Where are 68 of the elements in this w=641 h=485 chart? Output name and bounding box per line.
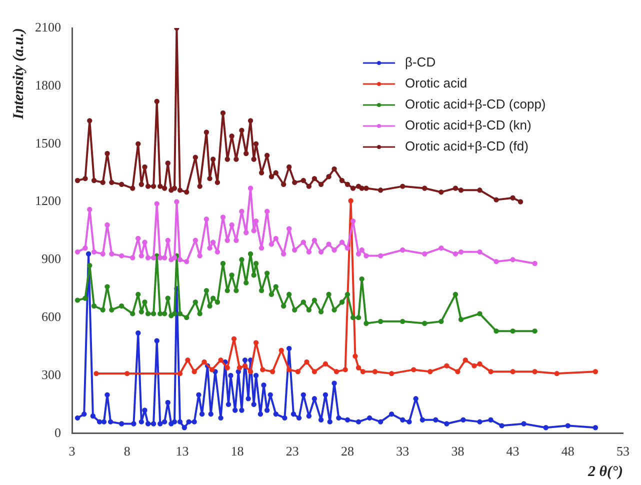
point [372, 369, 378, 374]
point [510, 369, 516, 374]
point [295, 369, 301, 374]
point [388, 370, 394, 376]
y-tick-label: 1800 [35, 77, 61, 92]
point [185, 357, 190, 363]
x-tick-label: 3 [68, 444, 76, 459]
point [554, 370, 560, 376]
y-tick-label: 1500 [35, 135, 61, 150]
point [278, 348, 284, 353]
point [224, 365, 230, 370]
x-tick-label: 28 [341, 444, 354, 459]
point [428, 369, 433, 374]
x-tick-label: 23 [286, 444, 299, 459]
x-tick-label: 53 [616, 444, 630, 459]
point [304, 359, 310, 365]
y-tick-label: 1200 [35, 193, 61, 208]
y-tick-label: 900 [42, 251, 61, 266]
point [209, 367, 215, 372]
point [488, 369, 494, 374]
point [248, 369, 254, 374]
point [270, 369, 276, 374]
point [192, 369, 197, 374]
point [260, 367, 266, 372]
point [202, 359, 207, 365]
point [592, 369, 598, 374]
point [462, 357, 468, 363]
point [94, 370, 99, 376]
point [177, 370, 183, 376]
point [360, 369, 366, 374]
point [253, 340, 259, 346]
point [348, 198, 354, 204]
y-tick-label: 0 [54, 424, 61, 440]
point [236, 365, 242, 370]
point [356, 365, 362, 370]
point [455, 369, 460, 374]
x-tick-label: 38 [451, 444, 464, 459]
point [286, 367, 292, 372]
point [334, 369, 340, 374]
legend-label: β-CD [405, 54, 436, 70]
legend-label: Orotic acid [405, 76, 468, 91]
x-tick-label: 48 [561, 444, 574, 459]
legend-label: Orotic acid+β-CD (copp) [405, 96, 546, 112]
y-tick-label: 600 [42, 308, 61, 324]
point [218, 357, 224, 363]
legend-label: Orotic acid+β-CD (fd) [405, 138, 528, 154]
point [444, 363, 450, 368]
point [312, 369, 318, 374]
point [352, 354, 358, 359]
x-axis-title: 2 θ(°) [586, 464, 623, 480]
point [322, 361, 328, 367]
y-axis-title: Intensity (a.u.) [10, 28, 27, 120]
point [231, 336, 237, 342]
point [242, 363, 248, 368]
x-tick-label: 18 [230, 444, 244, 459]
point [342, 367, 348, 372]
x-tick-label: 43 [506, 444, 520, 459]
point [472, 363, 477, 368]
point [477, 361, 482, 367]
y-tick-label: 300 [42, 366, 61, 382]
y-tick-label: 2100 [35, 19, 61, 34]
x-tick-label: 33 [396, 444, 410, 459]
point [532, 369, 538, 374]
point [124, 370, 130, 376]
x-tick-label: 8 [124, 444, 130, 459]
x-tick-label: 13 [176, 444, 189, 459]
legend-label: Orotic acid+β-CD (kn) [405, 118, 532, 133]
point [411, 367, 416, 372]
